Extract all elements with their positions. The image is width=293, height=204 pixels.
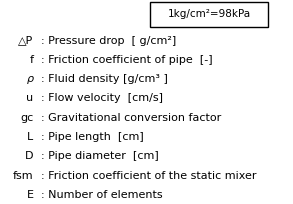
Text: u: u [26, 93, 34, 103]
Text: L: L [27, 132, 34, 142]
Text: : Number of elements: : Number of elements [41, 190, 163, 200]
Text: : Flow velocity  [cm/s]: : Flow velocity [cm/s] [41, 93, 163, 103]
FancyBboxPatch shape [150, 2, 268, 27]
Text: E: E [27, 190, 34, 200]
Text: : Friction coefficient of the static mixer: : Friction coefficient of the static mix… [41, 171, 257, 181]
Text: f: f [30, 55, 34, 65]
Text: 1kg/cm²=98kPa: 1kg/cm²=98kPa [168, 9, 251, 19]
Text: ρ: ρ [26, 74, 34, 84]
Text: : Pressure drop  [ g/cm²]: : Pressure drop [ g/cm²] [41, 35, 176, 45]
Text: gc: gc [20, 113, 34, 123]
Text: : Pipe diameter  [cm]: : Pipe diameter [cm] [41, 151, 159, 161]
Text: △P: △P [18, 35, 34, 45]
Text: : Gravitational conversion factor: : Gravitational conversion factor [41, 113, 221, 123]
Text: : Pipe length  [cm]: : Pipe length [cm] [41, 132, 144, 142]
Text: : Friction coefficient of pipe  [-]: : Friction coefficient of pipe [-] [41, 55, 213, 65]
Text: : Fluid density [g/cm³ ]: : Fluid density [g/cm³ ] [41, 74, 168, 84]
Text: fsm: fsm [13, 171, 34, 181]
Text: D: D [25, 151, 34, 161]
